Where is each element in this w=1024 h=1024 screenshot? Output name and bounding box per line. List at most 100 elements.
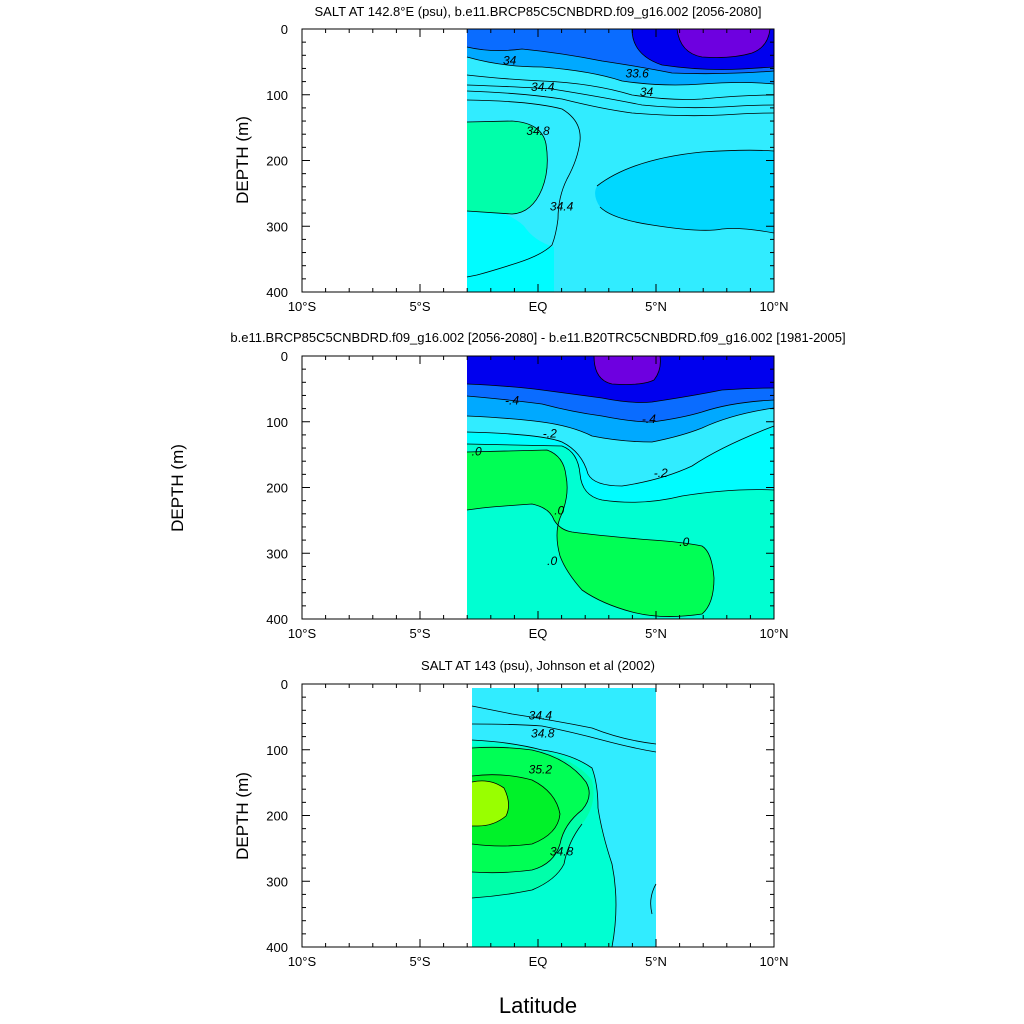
panel-3-fill-cyan xyxy=(472,688,656,947)
panel-1-contour-line xyxy=(676,28,771,58)
contour-label: 34.8 xyxy=(550,845,574,859)
contour-label: -.2 xyxy=(654,466,668,480)
panel-3-fill-yellow-green xyxy=(472,780,509,826)
x-tick-label: 5°S xyxy=(409,299,430,314)
y-tick-label: 0 xyxy=(281,22,288,37)
x-tick-label: 5°N xyxy=(645,299,667,314)
panel-1-fill-violet xyxy=(677,29,770,58)
panel-2-fill-violet xyxy=(594,356,661,385)
x-tick-label: 10°N xyxy=(759,954,788,969)
panel-1-contour-line xyxy=(466,99,581,278)
x-tick-label: 10°S xyxy=(288,299,317,314)
x-tick-label: 10°N xyxy=(759,626,788,641)
contour-label: 33.6 xyxy=(625,67,649,81)
panel-3-title: SALT AT 143 (psu), Johnson et al (2002) xyxy=(421,658,655,673)
panel-2-contour-labels: -.4 -.4 -.2 -.2 .0 .0 .0 .0 xyxy=(472,394,690,568)
x-tick-label: 5°N xyxy=(645,954,667,969)
contour-label: 34.8 xyxy=(531,726,555,740)
panel-3-contour-line xyxy=(471,823,583,899)
panel-1-contour-labels: 34 33.6 34 34.4 34.8 34.4 xyxy=(503,54,654,214)
panel-1-contour-line xyxy=(466,46,775,75)
panel-2-y-axis: 0 100 200 300 400 xyxy=(266,349,774,627)
x-tick-label: 10°S xyxy=(288,954,317,969)
panel-3-contour-line xyxy=(471,774,561,847)
y-tick-label: 300 xyxy=(266,219,288,234)
panel-3-y-axis-label: DEPTH (m) xyxy=(233,772,252,860)
panel-3-contour-line xyxy=(471,746,590,874)
y-tick-label: 0 xyxy=(281,677,288,692)
panel-3-contour-line xyxy=(471,723,657,753)
contour-label: .0 xyxy=(554,504,564,518)
panel-3-contour-lines xyxy=(471,705,657,948)
x-tick-label: EQ xyxy=(529,954,548,969)
panel-2-contour-line xyxy=(466,443,775,503)
contour-label: -.2 xyxy=(543,427,557,441)
panel-3-contour-labels: 34.4 34.8 35.2 34.8 xyxy=(529,709,574,859)
panel-1-contour-line xyxy=(466,74,775,100)
y-tick-label: 200 xyxy=(266,809,288,824)
panel-1-fill-blue-mid-corner xyxy=(467,29,502,45)
x-tick-label: EQ xyxy=(529,299,548,314)
panel-2-contour-line xyxy=(593,355,661,385)
contour-label: 34.8 xyxy=(526,124,550,138)
panel-1-plot-area xyxy=(301,28,775,293)
y-tick-label: 300 xyxy=(266,546,288,561)
panel-2-contour-line xyxy=(466,407,775,443)
panel-1-contour-line xyxy=(596,149,775,187)
y-tick-label: 400 xyxy=(266,940,288,955)
panel-3-contour-fill xyxy=(472,688,656,947)
panel-2-x-axis: 10°S 5°S EQ 5°N 10°N xyxy=(288,356,789,641)
contour-label: 34.4 xyxy=(531,80,555,94)
y-tick-label: 200 xyxy=(266,154,288,169)
panel-2-contour-line xyxy=(466,395,775,423)
y-tick-label: 200 xyxy=(266,481,288,496)
contour-label: .0 xyxy=(679,535,689,549)
panel-3-contour-line xyxy=(471,739,617,948)
panel-3: SALT AT 143 (psu), Johnson et al (2002) xyxy=(233,658,789,1018)
x-tick-label: 10°N xyxy=(759,299,788,314)
panel-1-contour-line xyxy=(466,90,775,117)
panel-1-contour-line xyxy=(631,28,775,70)
contour-label: -.4 xyxy=(505,394,519,408)
panel-3-contour-line xyxy=(650,883,657,915)
y-tick-label: 0 xyxy=(281,349,288,364)
y-tick-label: 400 xyxy=(266,612,288,627)
panel-2-contour-fill xyxy=(467,356,774,619)
y-tick-label: 100 xyxy=(266,743,288,758)
panel-3-contour-line xyxy=(471,780,509,827)
x-tick-label: 5°N xyxy=(645,626,667,641)
contour-label: 34.4 xyxy=(550,200,574,214)
panel-1-x-axis: 10°S 5°S EQ 5°N 10°N xyxy=(288,29,789,314)
panel-2: b.e11.BRCP85C5CNBDRD.f09_g16.002 [2056-2… xyxy=(168,330,846,641)
panel-1-contour-lines xyxy=(466,28,775,278)
panel-2-contour-line xyxy=(466,449,715,617)
contour-label: 34.4 xyxy=(529,709,553,723)
x-tick-label: 10°S xyxy=(288,626,317,641)
panel-1-contour-fill xyxy=(467,29,774,292)
panel-2-plot-area xyxy=(301,355,775,620)
panel-2-contour-line xyxy=(466,425,775,487)
y-tick-label: 400 xyxy=(266,285,288,300)
panel-1-contour-line xyxy=(599,206,775,234)
panel-1-y-axis-label: DEPTH (m) xyxy=(233,116,252,204)
panel-1-title: SALT AT 142.8°E (psu), b.e11.BRCP85C5CNB… xyxy=(315,4,762,19)
panel-1: SALT AT 142.8°E (psu), b.e11.BRCP85C5CNB… xyxy=(233,4,789,314)
panel-2-contour-line xyxy=(466,383,775,403)
contour-label: -.4 xyxy=(642,412,656,426)
panel-1-contour-line xyxy=(466,120,548,215)
contour-label: 34 xyxy=(640,85,654,99)
panel-2-title: b.e11.BRCP85C5CNBDRD.f09_g16.002 [2056-2… xyxy=(230,330,845,345)
x-axis-label: Latitude xyxy=(499,993,577,1018)
panel-3-plot-area xyxy=(301,683,775,948)
contour-label: .0 xyxy=(472,444,482,458)
contour-label: .0 xyxy=(547,554,557,568)
panel-1-contour-line xyxy=(466,56,775,86)
panel-3-fill-cyan-top xyxy=(472,688,656,744)
panel-1-fill-cyan-mid xyxy=(595,150,774,233)
x-tick-label: EQ xyxy=(529,626,548,641)
contour-label: 35.2 xyxy=(529,762,553,776)
panel-1-contour-line xyxy=(466,84,775,109)
panel-3-x-axis: 10°S 5°S EQ 5°N 10°N xyxy=(288,684,789,969)
y-tick-label: 100 xyxy=(266,415,288,430)
panel-3-contour-line xyxy=(471,705,657,745)
